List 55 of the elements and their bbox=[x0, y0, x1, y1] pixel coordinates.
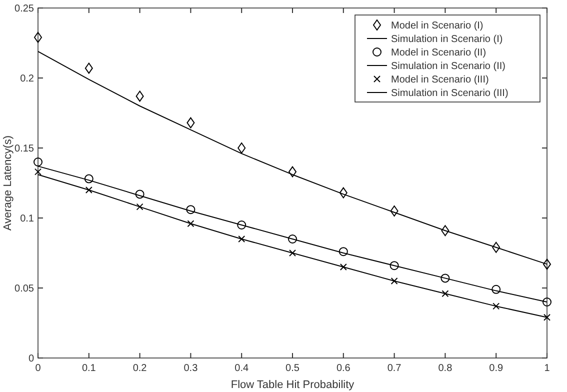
y-tick-label: 0.15 bbox=[14, 144, 34, 154]
point bbox=[492, 302, 500, 310]
y-tick-label: 0 bbox=[28, 354, 34, 364]
x-tick-label: 0.5 bbox=[286, 363, 300, 374]
point bbox=[237, 220, 246, 230]
legend-label: Simulation in Scenario (I) bbox=[391, 34, 503, 45]
point bbox=[289, 250, 296, 256]
legend-label: Model in Scenario (II) bbox=[391, 48, 486, 58]
x-tick-label: 0.7 bbox=[387, 363, 402, 374]
point bbox=[186, 117, 195, 128]
point bbox=[136, 203, 144, 210]
x-tick-label: 0.3 bbox=[184, 363, 198, 374]
point bbox=[34, 158, 42, 166]
y-axis-title: Average Latency(s) bbox=[2, 135, 14, 231]
point bbox=[85, 186, 92, 194]
point bbox=[492, 284, 501, 294]
point bbox=[238, 142, 246, 154]
point bbox=[84, 174, 94, 184]
point bbox=[136, 90, 144, 102]
x-tick-label: 0.4 bbox=[234, 363, 249, 374]
x-tick-label: 0 bbox=[35, 363, 42, 374]
point bbox=[390, 206, 398, 216]
point bbox=[340, 264, 347, 270]
y-tick-label: 0.1 bbox=[20, 214, 34, 224]
y-tick-label: 0.2 bbox=[20, 74, 34, 84]
x-tick-label: 0.8 bbox=[438, 363, 453, 374]
point bbox=[84, 62, 93, 74]
x-tick-label: 1 bbox=[544, 363, 550, 374]
point bbox=[34, 168, 42, 176]
point bbox=[288, 234, 297, 244]
legend-label: Model in Scenario (I) bbox=[391, 20, 484, 32]
point bbox=[441, 225, 450, 236]
point bbox=[390, 278, 398, 284]
x-tick-label: 0.6 bbox=[336, 363, 351, 374]
y-tick-label: 0.05 bbox=[14, 284, 34, 294]
point bbox=[390, 261, 399, 270]
x-tick-label: 0.1 bbox=[82, 363, 96, 374]
point bbox=[442, 290, 449, 298]
point bbox=[338, 247, 348, 256]
point bbox=[440, 274, 450, 283]
point bbox=[542, 298, 552, 306]
x-tick-label: 0.2 bbox=[132, 363, 148, 374]
legend-label: Simulation in Scenario (III) bbox=[391, 88, 508, 99]
point bbox=[238, 236, 246, 242]
point bbox=[492, 242, 500, 253]
legend-label: Model in Scenario (III) bbox=[391, 74, 489, 86]
y-tick-label: 0.25 bbox=[14, 4, 34, 14]
point bbox=[339, 187, 348, 198]
point bbox=[544, 314, 550, 321]
x-axis-title: Flow Table Hit Probability bbox=[230, 379, 355, 391]
x-tick-label: 0.9 bbox=[489, 363, 504, 374]
point bbox=[135, 190, 144, 199]
point bbox=[187, 220, 194, 228]
legend-label: Simulation in Scenario (II) bbox=[391, 61, 506, 72]
point bbox=[186, 205, 196, 214]
